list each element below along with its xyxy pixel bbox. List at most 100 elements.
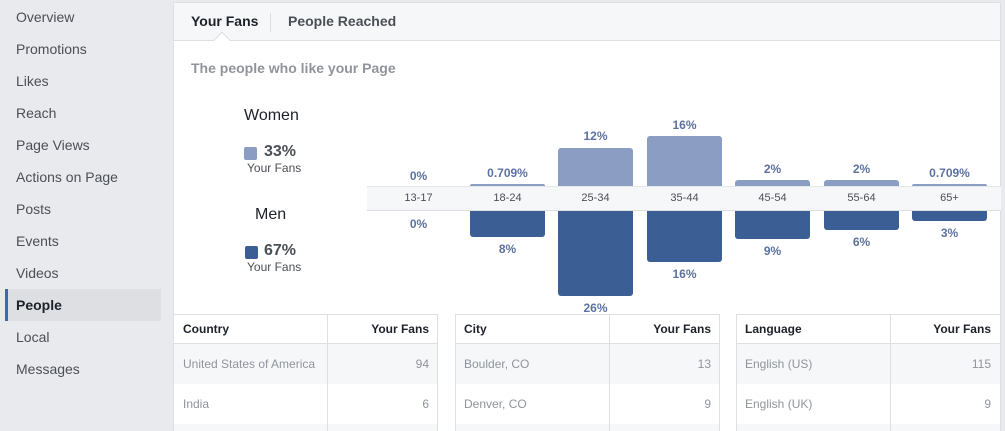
city-table-header: City Your Fans [455,314,720,344]
legend-men-sub: Your Fans [247,260,302,274]
legend-men-title: Men [255,206,287,223]
women-value-13-17: 0% [409,169,428,183]
country-fans-col-header[interactable]: Your Fans [371,322,429,336]
sidebar-item-events[interactable]: Events [16,233,59,249]
bar-women-55-64[interactable] [824,180,899,186]
age-label-25-34: 25-34 [581,192,610,204]
language-name: English (UK) [745,397,813,411]
city-table: City Your Fans Boulder, CO 13 Denver, CO… [455,314,720,431]
language-col-header[interactable]: Language [745,322,802,336]
age-label-45-54: 45-54 [758,192,787,204]
age-label-13-17: 13-17 [404,192,433,204]
language-name: English (US) [745,357,813,371]
women-value-35-44: 16% [672,118,697,132]
language-table-header: Language Your Fans [736,314,1000,344]
sidebar-nav: Overview Promotions Likes Reach Page Vie… [0,0,162,431]
sidebar-item-local[interactable]: Local [16,329,50,345]
legend-women-title: Women [244,107,299,124]
country-table-header: Country Your Fans [174,314,438,344]
column-divider [890,424,891,431]
bar-men-35-44[interactable] [647,211,722,262]
sidebar-item-videos[interactable]: Videos [16,265,59,281]
table-gutter [438,314,455,431]
table-row: Boulder, CO 13 [455,344,720,384]
table-edge [736,314,737,431]
country-name: United States of America [183,357,316,371]
men-value-55-64: 6% [852,235,871,249]
table-row [174,424,438,431]
column-divider [890,384,891,424]
language-table: Language Your Fans English (US) 115 Engl… [736,314,1000,431]
bar-men-45-54[interactable] [735,211,810,239]
language-fans: 115 [971,357,991,371]
men-value-65-plus: 3% [940,226,959,240]
country-fans: 94 [415,357,429,371]
column-divider [327,384,328,424]
country-name: India [183,397,210,411]
men-value-45-54: 9% [763,244,782,258]
city-fans-col-header[interactable]: Your Fans [653,322,711,336]
bar-men-25-34[interactable] [558,211,633,296]
table-row: English (US) 115 [736,344,1000,384]
tab-divider [270,13,271,32]
bar-men-18-24[interactable] [470,211,545,237]
sidebar-item-overview[interactable]: Overview [16,9,75,25]
city-col-header[interactable]: City [464,322,487,336]
women-value-45-54: 2% [763,162,782,176]
sidebar-item-actions-on-page[interactable]: Actions on Page [16,169,118,185]
city-name: Denver, CO [464,397,527,411]
sidebar-item-promotions[interactable]: Promotions [16,41,87,57]
table-row: United States of America 94 [174,344,438,384]
bar-men-55-64[interactable] [824,211,899,230]
language-fans-col-header[interactable]: Your Fans [933,322,991,336]
women-value-55-64: 2% [852,162,871,176]
legend-women-pct: 33% [264,143,297,160]
section-subtitle: The people who like your Page [191,60,396,76]
women-value-65-plus: 0.709% [929,166,970,180]
women-value-25-34: 12% [583,129,608,143]
age-label-35-44: 35-44 [670,192,699,204]
legend-men-pct: 67% [264,242,297,259]
age-label-65-plus: 65+ [940,192,959,204]
table-edge [437,314,438,431]
column-divider [609,424,610,431]
bar-women-35-44[interactable] [647,136,722,186]
men-value-13-17: 0% [409,217,428,231]
tab-people-reached[interactable]: People Reached [288,13,397,29]
city-fans: 9 [704,397,711,411]
table-edge [455,314,456,431]
column-divider [327,315,328,344]
table-row: India 6 [174,384,438,424]
sidebar-item-messages[interactable]: Messages [16,361,80,377]
city-fans: 13 [697,357,711,371]
age-axis-band [367,186,1001,211]
bar-women-25-34[interactable] [558,148,633,186]
bar-women-45-54[interactable] [735,180,810,186]
bar-men-65-plus[interactable] [912,211,987,221]
table-edge [719,314,720,431]
bar-women-18-24[interactable] [470,184,545,186]
sidebar-item-reach[interactable]: Reach [16,105,57,121]
column-divider [890,315,891,344]
country-table: Country Your Fans United States of Ameri… [174,314,438,431]
sidebar-item-likes[interactable]: Likes [16,73,49,89]
city-name: Boulder, CO [464,357,530,371]
bar-women-65-plus[interactable] [912,184,987,186]
column-divider [609,315,610,344]
sidebar-item-posts[interactable]: Posts [16,201,52,217]
age-label-18-24: 18-24 [493,192,522,204]
country-col-header[interactable]: Country [183,322,229,336]
age-label-55-64: 55-64 [847,192,876,204]
column-divider [327,344,328,384]
men-value-18-24: 8% [498,242,517,256]
sidebar-item-page-views[interactable]: Page Views [16,137,90,153]
tab-bar: Your Fans People Reached [174,3,1000,49]
column-divider [609,344,610,384]
table-row [736,424,1000,431]
sidebar-item-people[interactable]: People [5,289,161,321]
language-fans: 9 [984,397,991,411]
tab-your-fans[interactable]: Your Fans [191,13,259,29]
country-fans: 6 [422,397,429,411]
table-row: English (UK) 9 [736,384,1000,424]
legend-women-swatch [244,147,257,160]
